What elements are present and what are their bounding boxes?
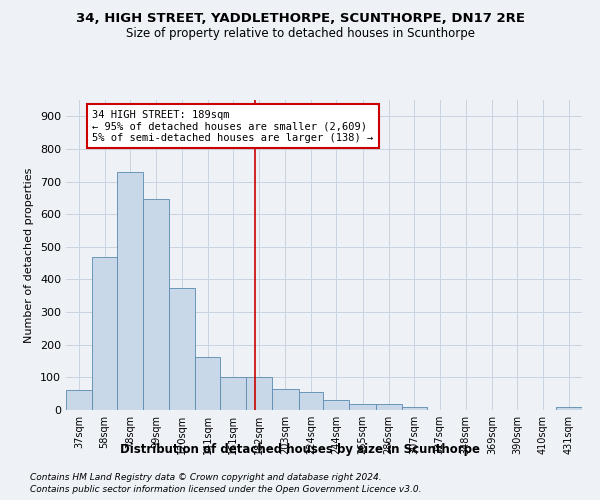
Bar <box>556 408 582 410</box>
Bar <box>272 389 299 410</box>
Bar <box>117 172 143 410</box>
Bar <box>92 258 117 410</box>
Bar <box>169 288 196 410</box>
Text: Contains HM Land Registry data © Crown copyright and database right 2024.: Contains HM Land Registry data © Crown c… <box>30 472 382 482</box>
Text: Distribution of detached houses by size in Scunthorpe: Distribution of detached houses by size … <box>120 442 480 456</box>
Text: Size of property relative to detached houses in Scunthorpe: Size of property relative to detached ho… <box>125 28 475 40</box>
Text: 34, HIGH STREET, YADDLETHORPE, SCUNTHORPE, DN17 2RE: 34, HIGH STREET, YADDLETHORPE, SCUNTHORP… <box>76 12 524 26</box>
Bar <box>220 378 246 410</box>
Bar <box>196 357 220 410</box>
Bar <box>143 198 169 410</box>
Bar <box>376 404 402 410</box>
Bar <box>299 392 323 410</box>
Bar <box>402 408 427 410</box>
Bar <box>66 390 92 410</box>
Bar <box>349 404 376 410</box>
Text: 34 HIGH STREET: 189sqm
← 95% of detached houses are smaller (2,609)
5% of semi-d: 34 HIGH STREET: 189sqm ← 95% of detached… <box>92 110 373 142</box>
Bar <box>323 400 349 410</box>
Y-axis label: Number of detached properties: Number of detached properties <box>25 168 34 342</box>
Bar <box>246 378 272 410</box>
Text: Contains public sector information licensed under the Open Government Licence v3: Contains public sector information licen… <box>30 485 421 494</box>
